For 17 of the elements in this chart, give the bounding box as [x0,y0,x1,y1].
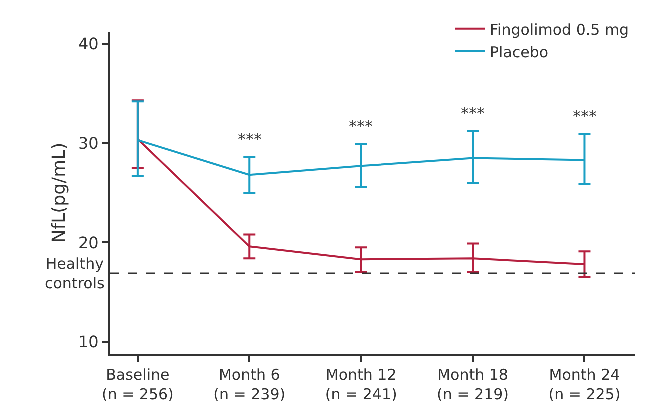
legend-label: Fingolimod 0.5 mg [490,20,630,39]
legend-label: Placebo [490,43,549,62]
x-tick-label: Month 18 (n = 219) [437,366,510,404]
y-axis-title: NfL(pg/mL) [49,142,70,244]
y-tick-label: 20 [78,233,99,252]
x-tick-label: Month 12 (n = 241) [325,366,398,404]
x-tick-label: Baseline (n = 256) [102,366,174,404]
annotation: *** [238,130,262,149]
y-tick-label: 10 [78,332,99,352]
x-tick-label: Month 6 (n = 239) [214,366,286,404]
annotation: *** [461,104,485,123]
x-tick-label: Month 24 (n = 225) [548,366,621,404]
y-tick-label: 30 [78,134,99,153]
ref-line-label: Healthy controls [45,255,105,292]
annotation: *** [349,117,373,136]
y-tick-label: 40 [78,34,99,54]
annotation: *** [573,107,597,126]
